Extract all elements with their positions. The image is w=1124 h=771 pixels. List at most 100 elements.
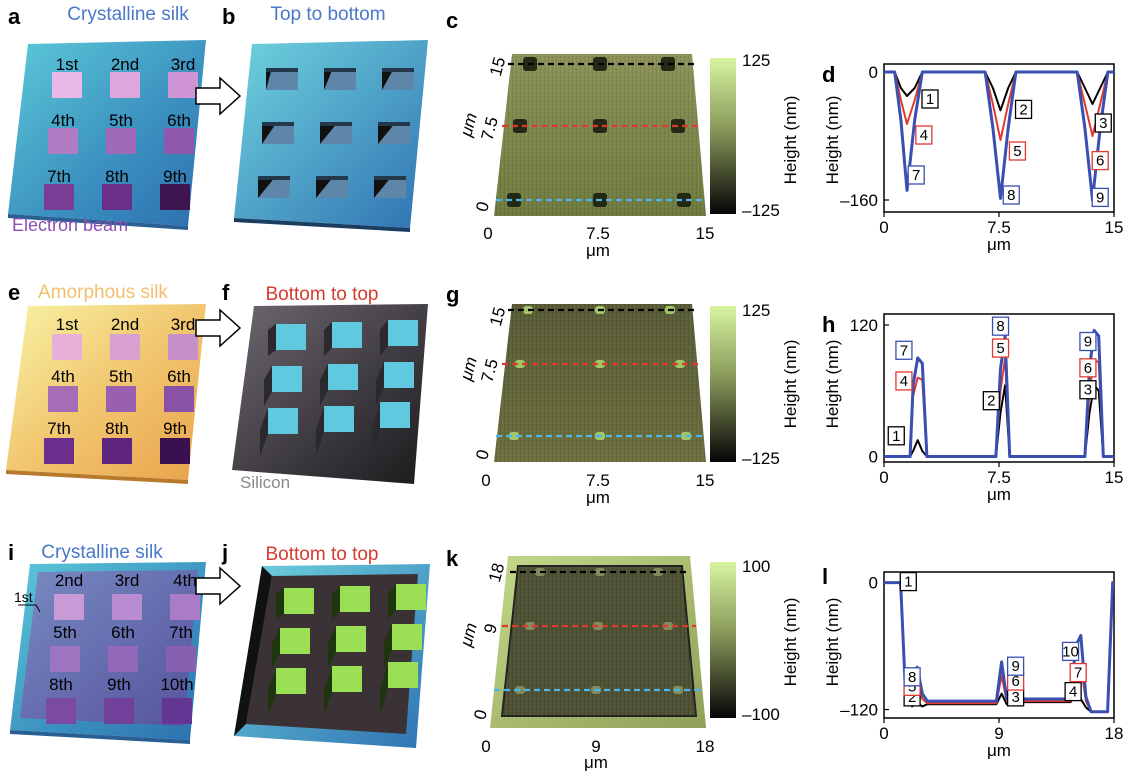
profile-number-box [991,316,1010,336]
profile-number: 6 [1011,673,1019,690]
pit-wall [266,68,272,90]
profile-number: 6 [1084,360,1092,377]
cell-label: 5th [53,623,77,642]
exposure-cell [54,594,84,620]
profile-number-box [1014,99,1033,120]
y-tick-label: –160 [840,191,878,210]
exposure-cell [160,438,190,464]
cell-label: 4th [51,367,75,386]
exposure-cell [168,334,198,360]
y-tick-label: –120 [840,701,878,720]
block-side [268,324,276,356]
profile-number: 7 [900,342,908,359]
panel-letter-g: g [446,282,459,307]
block-side [272,628,280,668]
profile-number: 1 [892,428,900,445]
y-tick-label: 120 [850,316,878,335]
plate-edge [234,218,410,232]
profile-number: 1 [926,91,934,108]
g-xtick-0: 0 [481,471,490,490]
cell-label: 6th [167,111,191,130]
block-side [372,402,380,456]
afm-feature [509,432,519,440]
block-side [260,408,268,456]
pit-wall [374,176,392,198]
x-axis-label: μm [987,741,1011,760]
cell-label: 7th [169,623,193,642]
exposure-cell [104,698,134,724]
exposure-cell [102,184,132,210]
profile-number: 8 [996,318,1004,335]
g-ytick-1: 7.5 [477,357,501,385]
afm-feature [507,193,521,207]
cell-label: 1st [56,55,79,74]
silk-blocks-j [268,584,426,716]
g-xtick-1: 7.5 [586,471,610,490]
profile-number: 3 [1099,115,1107,132]
exposure-cell [170,594,200,620]
profile-number: 5 [908,678,916,695]
cell-label: 9th [163,167,187,186]
profile-number: 7 [912,167,920,184]
etched-pit [266,68,298,90]
silk-block-top [380,402,410,428]
d-ylabel: Height (nm) [823,96,842,185]
block-side [332,586,340,620]
cell-label: 5th [109,367,133,386]
cell-label: 3rd [171,55,196,74]
panel-a-title: Crystalline silk [67,4,189,25]
exposure-cell [44,184,74,210]
profile-number: 3 [1084,382,1092,399]
afm-feature [513,119,527,133]
c-xtick-1: 7.5 [586,224,610,243]
cell-label: 8th [49,675,73,694]
block-side [328,626,336,668]
silk-block-top [324,406,354,432]
block-side [380,320,388,356]
cell-label: 3rd [115,571,140,590]
arrow-right-icon [195,308,242,348]
profile-number: 1 [904,574,912,591]
c-xtick-2: 15 [696,224,715,243]
panel-l: l Height (nm) Height (nm) 0 9 18μm0–120125… [781,564,1123,760]
block-side [376,362,384,406]
profile-number-box [921,89,939,109]
pit-wall [382,68,394,90]
panel-i-title: Crystalline silk [41,542,163,563]
block-side [388,584,396,620]
g-xlabel: μm [586,488,610,507]
series-line-blue [884,70,1114,202]
etched-pit [324,68,356,90]
panel-i: i Crystalline silk 2nd 3rd 4th 5th 6th 7th 8th… [8,540,206,744]
pit-wall [378,122,396,144]
profile-number: 9 [1084,334,1092,351]
x-tick-label: 7.5 [987,218,1011,237]
silk-block-top [388,662,418,688]
panel-letter-f: f [222,280,230,305]
silk-block-top [268,408,298,434]
profile-number-box [915,125,933,145]
x-tick-label: 18 [1105,724,1124,743]
y-tick-label: 0 [869,63,878,82]
electron-beam-label: Electron beam [12,215,128,235]
exposure-cell [48,128,78,154]
x-axis-label: μm [987,485,1011,504]
cell-label: 10th [160,675,193,694]
panel-e-title: Amorphous silk [38,282,168,303]
c-cbar-max: 125 [742,51,770,70]
panel-e: e Amorphous silk 1st 2nd 3rd 4th 5th 6th 7th 8t… [6,280,206,484]
panel-f-title: Bottom to top [265,284,378,305]
afm-feature [677,193,691,207]
series-line-black [884,71,1114,112]
block-side [380,662,388,716]
panel-g: g 0 7.5 15 μm 0 7.5 15 μm 125 –125 [446,282,780,507]
cell-label: 6th [167,367,191,386]
cell-label: 2nd [55,571,83,590]
exposure-cell [164,128,194,154]
panel-j: j Bottom to top [221,540,430,748]
x-tick-label: 9 [994,724,1003,743]
silk-block-top [392,624,422,650]
